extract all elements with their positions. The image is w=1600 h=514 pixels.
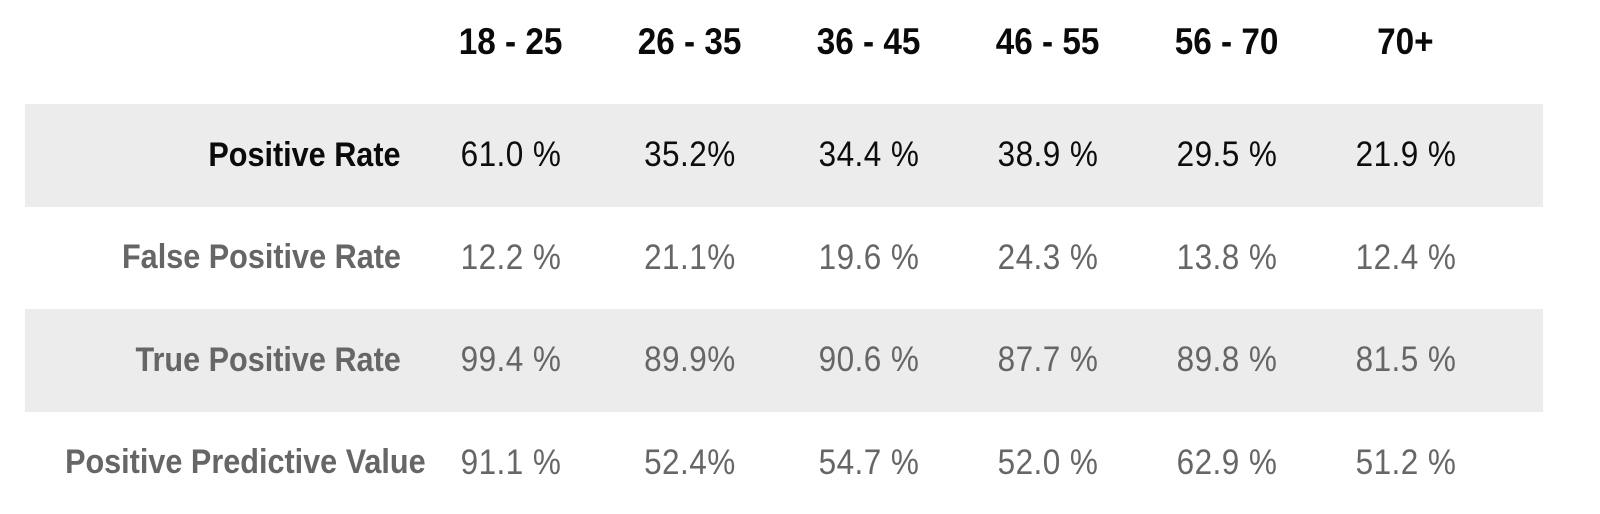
header-cell-text: 18 - 25 — [459, 21, 563, 63]
value-text: 81.5 % — [1355, 340, 1456, 380]
value-cell: 21.1% — [600, 238, 779, 278]
value-text: 24.3 % — [997, 238, 1098, 278]
value-cell: 38.9 % — [958, 135, 1137, 175]
value-text: 61.0 % — [460, 135, 561, 175]
header-row: 18 - 25 26 - 35 36 - 45 46 - 55 56 - 70 70+ — [25, 0, 1543, 104]
value-cell: 61.0 % — [421, 135, 600, 175]
value-text: 91.1 % — [460, 443, 561, 483]
value-cell: 62.9 % — [1137, 443, 1316, 483]
value-cell: 91.1 % — [421, 443, 600, 483]
value-text: 51.2 % — [1355, 443, 1456, 483]
value-text: 52.0 % — [997, 443, 1098, 483]
row-label-cell: True Positive Rate — [25, 341, 421, 380]
value-text: 89.8 % — [1176, 340, 1277, 380]
value-text: 21.1% — [644, 238, 736, 278]
value-cell: 52.0 % — [958, 443, 1137, 483]
row-label: Positive Rate — [209, 136, 401, 175]
value-cell: 90.6 % — [779, 340, 958, 380]
table-row: True Positive Rate 99.4 % 89.9% 90.6 % 87.7 … — [25, 309, 1543, 412]
value-cell: 89.9% — [600, 340, 779, 380]
row-label-cell: Positive Predictive Value — [25, 443, 421, 482]
value-text: 38.9 % — [997, 135, 1098, 175]
value-cell: 34.4 % — [779, 135, 958, 175]
value-text: 87.7 % — [997, 340, 1098, 380]
value-text: 62.9 % — [1176, 443, 1277, 483]
value-text: 34.4 % — [818, 135, 919, 175]
value-text: 19.6 % — [818, 238, 919, 278]
header-cell-text: 26 - 35 — [638, 21, 742, 63]
row-label: False Positive Rate — [122, 238, 401, 277]
header-cell-age-group: 26 - 35 — [600, 21, 779, 63]
value-text: 12.4 % — [1355, 238, 1456, 278]
table-row: Positive Predictive Value 91.1 % 52.4% 54.7… — [25, 412, 1543, 514]
header-cell-age-group: 56 - 70 — [1137, 21, 1316, 63]
row-label: True Positive Rate — [136, 341, 401, 380]
header-cell-text: 56 - 70 — [1175, 21, 1279, 63]
header-cell-age-group: 18 - 25 — [421, 21, 600, 63]
value-cell: 99.4 % — [421, 340, 600, 380]
value-cell: 35.2% — [600, 135, 779, 175]
header-cell-age-group: 46 - 55 — [958, 21, 1137, 63]
header-cell-text: 46 - 55 — [996, 21, 1100, 63]
value-cell: 24.3 % — [958, 238, 1137, 278]
value-cell: 52.4% — [600, 443, 779, 483]
table-row: False Positive Rate 12.2 % 21.1% 19.6 % 24.3… — [25, 207, 1543, 310]
row-label: Positive Predictive Value — [65, 443, 426, 482]
value-cell: 19.6 % — [779, 238, 958, 278]
value-text: 13.8 % — [1176, 238, 1277, 278]
value-cell: 13.8 % — [1137, 238, 1316, 278]
value-text: 12.2 % — [460, 238, 561, 278]
value-text: 54.7 % — [818, 443, 919, 483]
header-cell-age-group: 36 - 45 — [779, 21, 958, 63]
value-cell: 29.5 % — [1137, 135, 1316, 175]
value-cell: 89.8 % — [1137, 340, 1316, 380]
value-cell: 12.4 % — [1316, 238, 1495, 278]
value-cell: 81.5 % — [1316, 340, 1495, 380]
value-text: 35.2% — [644, 135, 736, 175]
row-label-cell: False Positive Rate — [25, 238, 421, 277]
header-cell-age-group: 70+ — [1316, 21, 1495, 63]
value-text: 99.4 % — [460, 340, 561, 380]
value-text: 89.9% — [644, 340, 736, 380]
value-cell: 12.2 % — [421, 238, 600, 278]
header-cell-text: 36 - 45 — [817, 21, 921, 63]
value-text: 21.9 % — [1355, 135, 1456, 175]
value-text: 52.4% — [644, 443, 736, 483]
value-cell: 21.9 % — [1316, 135, 1495, 175]
value-cell: 54.7 % — [779, 443, 958, 483]
header-cell-text: 70+ — [1377, 21, 1433, 63]
value-cell: 87.7 % — [958, 340, 1137, 380]
value-cell: 51.2 % — [1316, 443, 1495, 483]
table-row: Positive Rate 61.0 % 35.2% 34.4 % 38.9 % 29.5… — [25, 104, 1543, 207]
value-text: 90.6 % — [818, 340, 919, 380]
row-label-cell: Positive Rate — [25, 136, 421, 175]
value-text: 29.5 % — [1176, 135, 1277, 175]
table-body: Positive Rate 61.0 % 35.2% 34.4 % 38.9 % 29.5… — [0, 104, 1600, 514]
